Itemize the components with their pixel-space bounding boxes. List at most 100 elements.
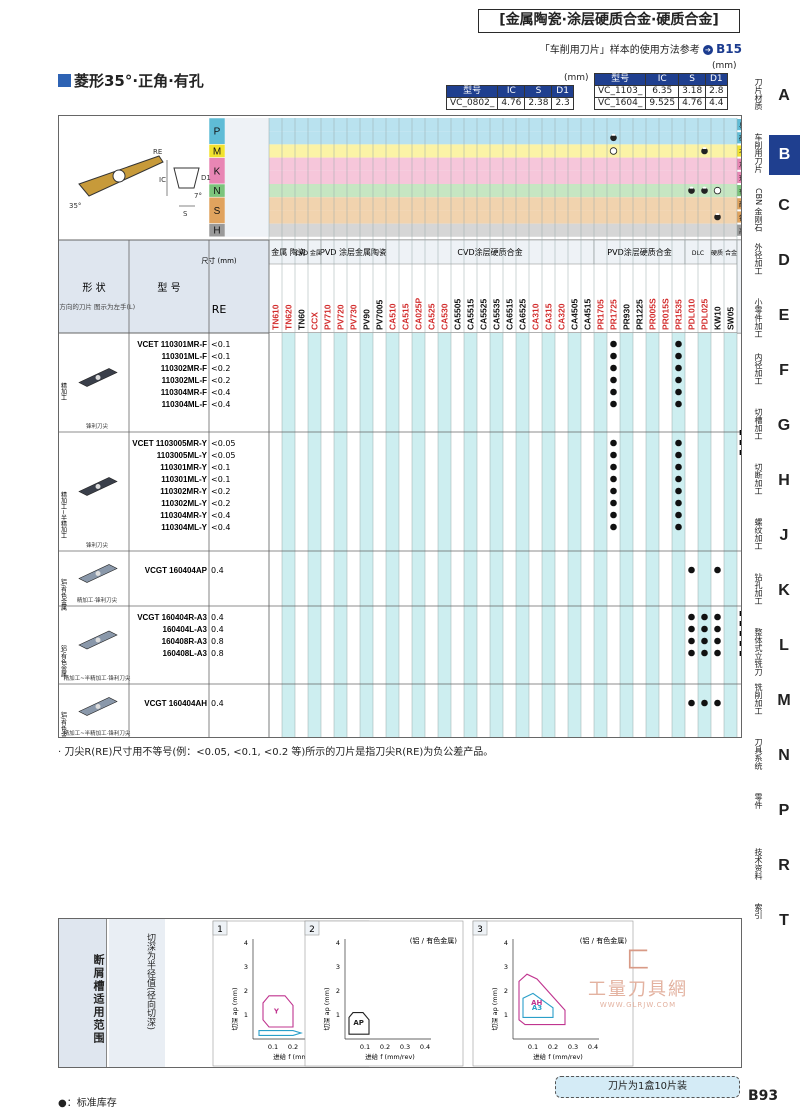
dim-header-1: IC <box>497 85 526 98</box>
grade-column <box>360 333 373 737</box>
y-tick-label: 2 <box>244 987 248 995</box>
stock-dot <box>610 388 617 396</box>
sidebar-item-label: 螺纹加工 <box>754 518 763 550</box>
sidebar-item-letter: E <box>778 307 790 324</box>
insert-photo-hole <box>95 484 101 489</box>
stock-dot <box>675 463 682 471</box>
sidebar-item-e[interactable]: 小零件加工 E <box>745 292 800 346</box>
model-code: 160404L-A3 <box>163 625 208 634</box>
stock-dot <box>610 487 617 495</box>
sidebar-item-a[interactable]: 刀片材质 A <box>745 72 800 126</box>
edge-label: 精加工·锋利刀尖 <box>77 596 118 604</box>
insert-side-view <box>173 167 200 189</box>
iso-label: 易切钢 <box>739 122 742 130</box>
grade-name: CA5535 <box>492 299 502 330</box>
iso-label-bg <box>737 145 741 157</box>
sidebar-item-letter: M <box>777 692 791 709</box>
dim-cell: 3.18 <box>678 85 707 98</box>
x-tick-label: 0.2 <box>380 1043 390 1051</box>
grade-name: PV7005 <box>375 299 385 330</box>
grade-table-svg: 易切钢碳钢 / 合金钢不锈钢灰口铸铁球墨铸铁有色金属耐热合金钛合金高硬度材PMK… <box>59 117 742 737</box>
grade-column <box>685 333 698 737</box>
reference-note: 「车削用刀片」样本的使用方法参考 ➔ B15 <box>540 41 742 56</box>
grade-column <box>711 333 724 737</box>
grade-name: CA6525 <box>518 299 528 330</box>
re-label: RE <box>153 148 162 156</box>
model-code: 160408L-A3 <box>163 649 208 658</box>
half-circle-mark <box>701 187 708 194</box>
grade-name: KW10 <box>713 306 723 330</box>
sidebar-item-f[interactable]: 内径加工 F <box>745 347 800 401</box>
sidebar-item-letter: H <box>778 472 790 489</box>
grade-name: PR1705 <box>596 299 606 330</box>
iso-label-bg <box>737 185 741 197</box>
model-code: 110302ML-F <box>162 376 207 385</box>
page-number: B93 <box>748 1088 779 1104</box>
sidebar-item-l[interactable]: 整体式立铣刀 L <box>745 622 800 676</box>
half-circle-cut <box>689 186 694 189</box>
stock-dot <box>701 613 708 621</box>
sidebar-item-j[interactable]: 螺纹加工 J <box>745 512 800 566</box>
y-tick-label: 1 <box>504 1011 508 1019</box>
reference-text: 「车削用刀片」样本的使用方法参考 <box>539 45 700 56</box>
chip-range-region-label: AH <box>531 999 542 1007</box>
reference-link[interactable]: B15 <box>716 42 742 56</box>
title-square-icon <box>58 74 71 87</box>
model-code: 110304ML-Y <box>161 523 207 532</box>
re-value: <0.05 <box>211 439 236 448</box>
model-code: VCGT 160404AP <box>145 566 208 575</box>
edge-label: 精加工~半精加工·锋利刀尖 <box>64 729 131 737</box>
grade-name: PR930 <box>622 304 632 330</box>
stock-dot <box>610 376 617 384</box>
grade-group-label: PVD 涂层金属陶瓷 <box>320 247 387 257</box>
sidebar-item-g[interactable]: 切槽加工 G <box>745 402 800 456</box>
model-code: 110302MR-Y <box>160 487 207 496</box>
grade-group-label: CVD 金属陶瓷 <box>295 249 334 257</box>
insert-hole <box>112 169 126 183</box>
re-header: RE <box>212 303 227 316</box>
iso-label: 不锈钢 <box>739 147 742 156</box>
stock-dot <box>714 613 721 621</box>
iso-letter: S <box>214 206 221 217</box>
x-tick-label: 0.1 <box>268 1043 278 1051</box>
x-axis-label: 进给 f (mm/rev) <box>365 1052 415 1061</box>
sidebar-item-r[interactable]: 技术资料 R <box>745 842 800 896</box>
grade-name: CA5505 <box>453 299 463 330</box>
sidebar-item-n[interactable]: 刀具系统 N <box>745 732 800 786</box>
sidebar-item-c[interactable]: CBN 金刚石 C <box>745 182 800 236</box>
sidebar-item-b[interactable]: 车削用刀片 B <box>745 127 800 181</box>
re-value: 0.4 <box>211 613 224 622</box>
stock-dot <box>675 439 682 447</box>
grade-name: CA4515 <box>583 299 593 330</box>
sidebar-item-t[interactable]: 索引 T <box>745 897 800 951</box>
insert-photo-hole <box>95 704 101 709</box>
stock-dot <box>610 364 617 372</box>
dim-cell: 4.76 <box>678 97 707 110</box>
sidebar-item-d[interactable]: 外径加工 D <box>745 237 800 291</box>
footnote: · 刀尖R(RE)尺寸用不等号(例：<0.05, <0.1, <0.2 等)所示… <box>58 747 494 758</box>
grade-group-header <box>268 239 309 265</box>
grade-table: 易切钢碳钢 / 合金钢不锈钢灰口铸铁球墨铸铁有色金属耐热合金钛合金高硬度材PMK… <box>58 115 742 738</box>
grade-name: PR015S <box>661 298 671 330</box>
sidebar-item-label: 刀片材质 <box>754 78 763 110</box>
sidebar-item-k[interactable]: 钻孔加工 K <box>745 567 800 621</box>
model-code: 110304MR-F <box>161 388 207 397</box>
sidebar-item-label: 铣削加工 <box>754 683 763 715</box>
holder-ref: F61 <box>739 650 742 658</box>
grade-column <box>321 333 334 737</box>
sidebar-item-p[interactable]: 零件 P <box>745 787 800 841</box>
stock-dot <box>714 699 721 707</box>
insert-photo-hole <box>95 571 101 576</box>
sidebar-item-letter: K <box>778 582 790 599</box>
stock-dot <box>610 439 617 447</box>
sidebar-item-h[interactable]: 切断加工 H <box>745 457 800 511</box>
dim-header-2: S <box>524 85 553 98</box>
chip-range-title: 断屑槽适用范围 <box>59 919 107 1067</box>
grade-column <box>438 333 451 737</box>
iso-letter: K <box>214 166 221 177</box>
sidebar-item-m[interactable]: 铣削加工 M <box>745 677 800 731</box>
open-circle-mark <box>713 186 722 195</box>
stock-dot <box>610 451 617 459</box>
model-code: VCGT 160404AH <box>144 699 207 708</box>
